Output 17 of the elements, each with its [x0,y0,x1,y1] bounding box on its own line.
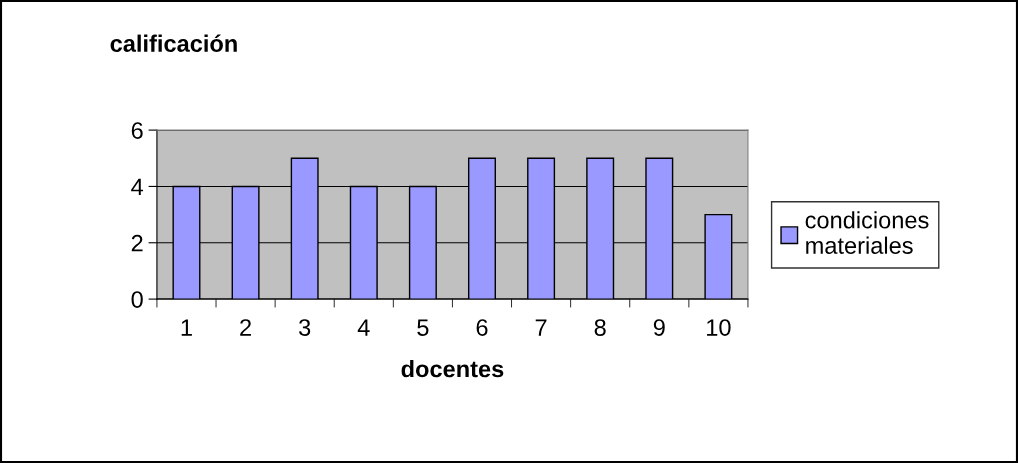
x-tick-label: 9 [653,319,665,336]
y-tick-label: 4 [131,178,144,195]
x-tick-label: 4 [357,319,370,336]
x-tick-label: 3 [299,319,311,336]
y-tick-label: 6 [131,122,143,139]
x-tick-label: 1 [181,319,192,336]
x-axis-title: docentes [401,360,504,378]
y-tick-label: 0 [131,291,143,308]
x-tick-label: 2 [240,319,251,336]
y-axis-title: calificación [110,34,237,52]
x-tick-label: 8 [594,319,606,336]
x-tick-label: 7 [535,319,547,336]
x-tick-label: 10 [707,319,731,336]
x-tick-label: 5 [417,319,429,336]
x-tick-label: 6 [476,319,488,336]
legend-label: condiciones materiales [805,211,929,254]
y-tick-label: 2 [131,234,143,252]
